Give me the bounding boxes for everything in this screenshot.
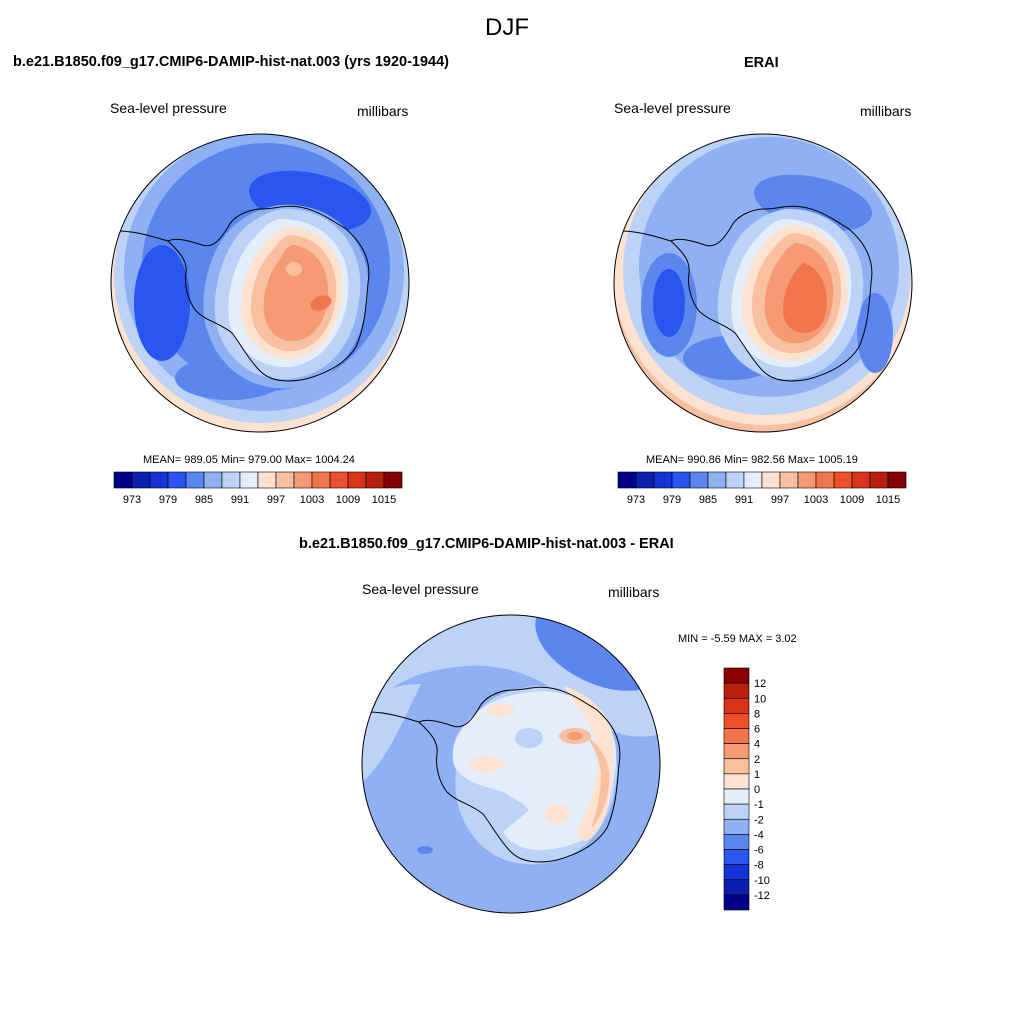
obs-left-label: Sea-level pressure	[614, 100, 731, 116]
diff-colorbar-swatch-2	[723, 697, 750, 714]
obs-colorbar-tick-label: 1009	[840, 494, 864, 506]
model-colorbar-swatch-6	[221, 471, 241, 489]
figure-title: DJF	[485, 14, 529, 41]
obs-colorbar-swatch-9	[779, 471, 799, 489]
obs-panel-title: ERAI	[744, 55, 779, 71]
diff-colorbar-swatch-1	[723, 682, 750, 699]
obs-colorbar-tick-label: 985	[699, 494, 717, 506]
obs-colorbar-tick-label: 979	[663, 494, 681, 506]
obs-colorbar-swatch-14	[869, 471, 889, 489]
model-colorbar-swatch-11	[311, 471, 331, 489]
model-colorbar-swatch-14	[365, 471, 385, 489]
model-colorbar-tick-label: 991	[231, 494, 249, 506]
diff-colorbar-swatch-14	[723, 879, 750, 896]
model-colorbar-swatch-2	[149, 471, 169, 489]
model-colorbar-tick-label: 1003	[300, 494, 324, 506]
diff-colorbar-swatch-7	[723, 773, 750, 790]
model-colorbar: 973 979 985 991 997 1003 1009 1015	[113, 471, 403, 506]
diff-colorbar-tick-label: 8	[754, 708, 760, 720]
diff-colorbar-tick-label: 2	[754, 754, 760, 766]
obs-colorbar-swatch-11	[815, 471, 835, 489]
obs-colorbar-swatch-5	[707, 471, 727, 489]
model-colorbar-swatch-5	[203, 471, 223, 489]
diff-colorbar-tick-label: -12	[754, 890, 770, 902]
model-left-label: Sea-level pressure	[110, 100, 227, 116]
diff-colorbar-swatch-6	[723, 758, 750, 775]
diff-colorbar-swatch-10	[723, 818, 750, 835]
obs-colorbar-tick-label: 1015	[876, 494, 900, 506]
obs-colorbar-swatch-4	[689, 471, 709, 489]
obs-units-label: millibars	[860, 103, 912, 119]
model-colorbar-tick-label: 979	[159, 494, 177, 506]
model-colorbar-swatch-10	[293, 471, 313, 489]
diff-colorbar-tick-label: -8	[754, 860, 764, 872]
model-polar-map	[110, 133, 410, 433]
diff-polar-map	[361, 614, 661, 914]
model-colorbar-tick-label: 1015	[372, 494, 396, 506]
diff-colorbar-tick-label: 10	[754, 693, 766, 705]
obs-colorbar-swatch-10	[797, 471, 817, 489]
diff-colorbar-swatch-3	[723, 713, 750, 729]
obs-colorbar-swatch-12	[833, 471, 853, 489]
model-colorbar-tick-label: 1009	[336, 494, 360, 506]
diff-colorbar-tick-label: -2	[754, 814, 764, 826]
model-colorbar-swatch-9	[275, 471, 295, 489]
diff-units-label: millibars	[608, 584, 660, 600]
obs-colorbar-swatch-13	[851, 471, 871, 489]
diff-panel-title: b.e21.B1850.f09_g17.CMIP6-DAMIP-hist-nat…	[299, 536, 674, 552]
model-colorbar-swatch-4	[185, 471, 205, 489]
model-colorbar-swatch-1	[131, 471, 151, 489]
model-colorbar-swatch-13	[347, 471, 367, 489]
obs-colorbar-tick-label: 973	[627, 494, 645, 506]
diff-colorbar-swatch-12	[723, 849, 750, 865]
obs-colorbar-swatch-3	[671, 471, 691, 489]
model-colorbar-swatch-7	[239, 471, 259, 489]
diff-colorbar-tick-label: 4	[754, 739, 760, 751]
model-panel-title: b.e21.B1850.f09_g17.CMIP6-DAMIP-hist-nat…	[13, 54, 449, 70]
diff-colorbar-swatch-11	[723, 834, 750, 850]
obs-colorbar-swatch-15	[887, 471, 907, 489]
diff-colorbar-tick-label: -10	[754, 875, 770, 887]
model-colorbar-swatch-0	[113, 471, 133, 489]
diff-colorbar-swatch-0	[723, 667, 750, 684]
diff-colorbar-tick-label: 12	[754, 678, 766, 690]
obs-colorbar-tick-label: 997	[771, 494, 789, 506]
diff-colorbar-swatch-5	[723, 743, 750, 760]
diff-colorbar-tick-label: 1	[754, 769, 760, 781]
obs-colorbar: 973 979 985 991 997 1003 1009 1015	[617, 471, 907, 506]
diff-left-label: Sea-level pressure	[362, 581, 479, 597]
obs-colorbar-swatch-7	[743, 471, 763, 489]
model-colorbar-tick-label: 973	[123, 494, 141, 506]
obs-colorbar-tick-label: 991	[735, 494, 753, 506]
obs-colorbar-swatch-1	[635, 471, 655, 489]
obs-colorbar-tick-label: 1003	[804, 494, 828, 506]
obs-stats: MEAN= 990.86 Min= 982.56 Max= 1005.19	[646, 454, 858, 466]
model-colorbar-tick-label: 997	[267, 494, 285, 506]
model-colorbar-swatch-8	[257, 471, 277, 489]
obs-colorbar-swatch-6	[725, 471, 745, 489]
diff-colorbar-swatch-13	[723, 864, 750, 881]
model-colorbar-swatch-3	[167, 471, 187, 489]
obs-colorbar-swatch-0	[617, 471, 637, 489]
obs-colorbar-swatch-8	[761, 471, 781, 489]
obs-colorbar-swatch-2	[653, 471, 673, 489]
diff-colorbar-tick-label: -1	[754, 799, 764, 811]
diff-colorbar-swatch-9	[723, 803, 750, 820]
diff-colorbar-tick-label: 6	[754, 724, 760, 736]
diff-colorbar-tick-label: -4	[754, 829, 764, 841]
model-units-label: millibars	[357, 103, 409, 119]
diff-colorbar-tick-label: -6	[754, 845, 764, 857]
diff-colorbar-tick-label: 0	[754, 784, 760, 796]
diff-colorbar-swatch-8	[723, 788, 750, 805]
obs-polar-map	[613, 133, 913, 433]
model-colorbar-swatch-15	[383, 471, 403, 489]
model-stats: MEAN= 989.05 Min= 979.00 Max= 1004.24	[143, 454, 355, 466]
diff-stats: MIN = -5.59 MAX = 3.02	[678, 633, 797, 645]
diff-colorbar-swatch-4	[723, 728, 750, 744]
diff-colorbar-swatch-15	[723, 894, 750, 911]
model-colorbar-swatch-12	[329, 471, 349, 489]
model-colorbar-tick-label: 985	[195, 494, 213, 506]
